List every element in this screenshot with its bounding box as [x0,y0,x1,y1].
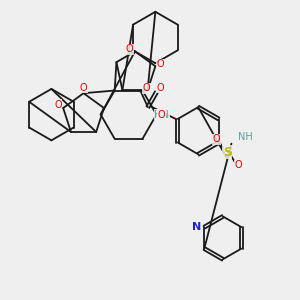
Text: O: O [157,59,164,69]
Text: S: S [223,146,232,159]
Text: O: O [234,160,242,170]
Text: O: O [157,83,164,93]
Text: O: O [158,110,166,120]
Text: O: O [54,100,62,110]
Text: N: N [192,222,201,232]
Text: HN: HN [154,110,169,120]
Text: NH: NH [238,132,253,142]
Text: O: O [143,83,151,93]
Text: O: O [80,83,87,93]
Text: O: O [213,134,220,144]
Text: O: O [126,44,134,54]
